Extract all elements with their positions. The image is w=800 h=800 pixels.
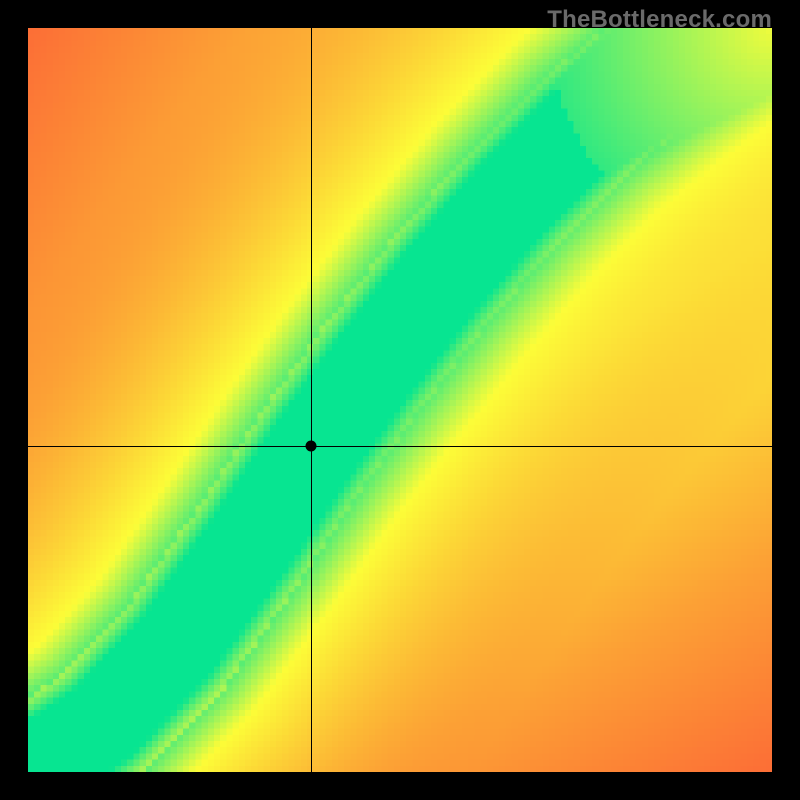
crosshair-horizontal [28, 446, 772, 447]
crosshair-marker [305, 441, 316, 452]
crosshair-vertical [311, 28, 312, 772]
heatmap-canvas [28, 28, 772, 772]
plot-area [28, 28, 772, 772]
chart-container: TheBottleneck.com [0, 0, 800, 800]
watermark-text: TheBottleneck.com [547, 6, 772, 34]
